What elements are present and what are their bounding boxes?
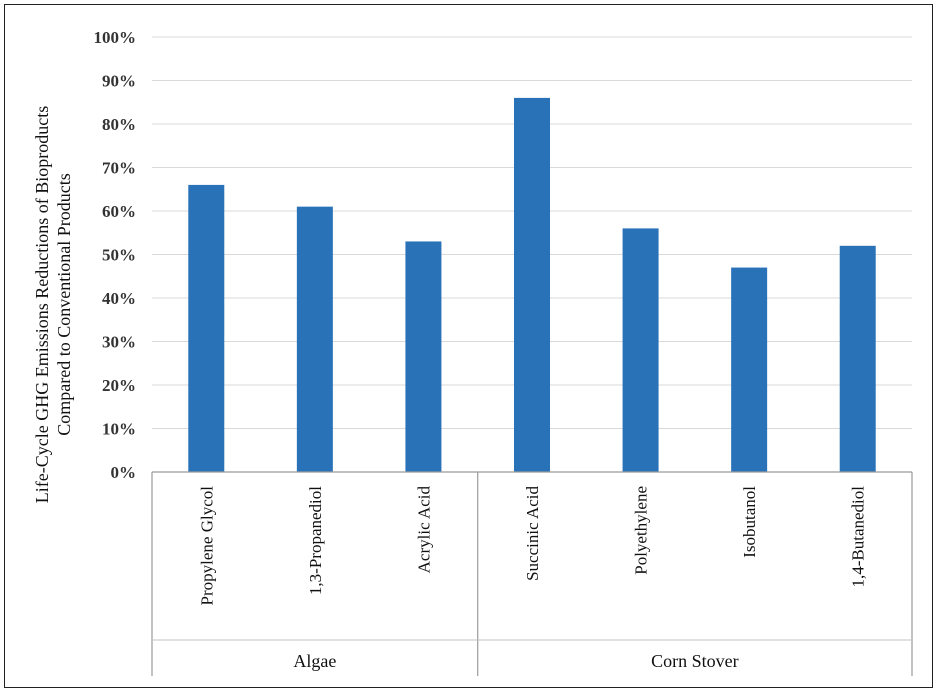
group-labels: Algae Corn Stover	[293, 651, 738, 671]
chart-frame	[4, 4, 933, 688]
x-axis	[151, 471, 913, 676]
x-category-label: Succinic Acid	[523, 486, 542, 581]
y-axis-label-line-1: Life-Cycle GHG Emissions Reductions of B…	[32, 106, 52, 503]
y-tick-label: 90%	[102, 72, 136, 91]
y-tick-label: 10%	[102, 420, 136, 439]
bar	[839, 245, 876, 472]
gridlines	[152, 36, 912, 429]
x-group-label: Algae	[293, 651, 336, 671]
bar	[731, 267, 768, 472]
y-tick-label: 0%	[111, 463, 137, 482]
category-labels: Propylene Glycol 1,3-Propanediol Acrylic A…	[197, 486, 867, 606]
y-tick-label: 70%	[102, 159, 136, 178]
x-category-label: 1,3-Propanediol	[306, 486, 325, 595]
y-tick-label: 50%	[102, 246, 136, 265]
bar	[514, 97, 550, 473]
y-tick-label: 30%	[102, 333, 136, 352]
x-category-label: Propylene Glycol	[197, 486, 216, 606]
y-tick-label: 100%	[94, 28, 137, 47]
x-category-label: 1,4-Butanediol	[849, 486, 868, 588]
y-tick-label: 40%	[102, 289, 136, 308]
x-category-label: Isobutanol	[740, 486, 759, 558]
bar	[405, 241, 442, 472]
y-tick-label: 80%	[102, 115, 136, 134]
bars	[188, 97, 876, 473]
bar	[188, 184, 225, 472]
x-category-label: Polyethylene	[632, 486, 651, 575]
x-category-label: Acrylic Acid	[414, 486, 433, 574]
y-axis-ticks: 0% 10% 20% 30% 40% 50% 60% 70% 80% 90% 100%	[94, 28, 137, 482]
y-tick-label: 20%	[102, 376, 136, 395]
bar	[296, 206, 333, 472]
bar	[622, 228, 659, 472]
y-axis-label-line-2: Compared to Conventional Products	[54, 173, 74, 435]
x-group-label: Corn Stover	[651, 651, 739, 671]
y-tick-label: 60%	[102, 202, 136, 221]
